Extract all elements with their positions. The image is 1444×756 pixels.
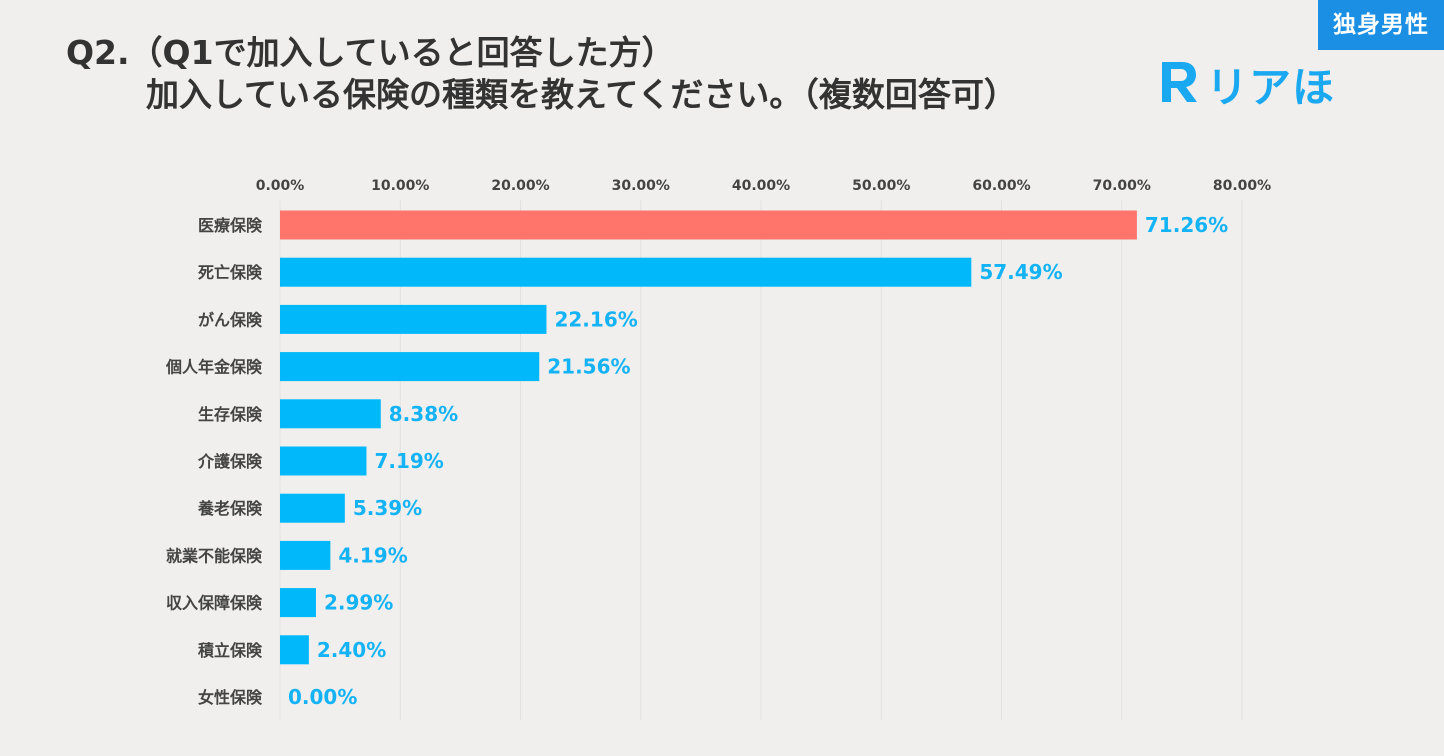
bar: [280, 257, 972, 287]
x-tick-label: 60.00%: [972, 178, 1030, 194]
data-label: 4.19%: [338, 543, 407, 567]
bar: [280, 352, 540, 382]
data-label: 0.00%: [288, 685, 357, 709]
logo-r-mark-icon: R: [1156, 56, 1197, 102]
data-label: 22.16%: [554, 307, 637, 331]
x-tick-label: 0.00%: [256, 178, 305, 194]
category-label: 死亡保険: [198, 263, 263, 282]
bar: [280, 399, 381, 429]
x-tick-label: 20.00%: [491, 178, 549, 194]
segment-badge: 独身男性: [1318, 0, 1444, 50]
data-label: 2.40%: [317, 638, 386, 662]
data-label: 5.39%: [353, 496, 422, 520]
logo-text: リアほ: [1206, 63, 1336, 112]
logo-letter: R: [1156, 56, 1157, 57]
data-label: 21.56%: [547, 355, 630, 379]
data-label: 71.26%: [1145, 213, 1228, 237]
title-line-1: Q2.（Q1で加入していると回答した方）: [66, 33, 675, 72]
bar: [280, 304, 547, 334]
category-label: 収入保障保険: [166, 594, 263, 613]
category-label: 養老保険: [197, 499, 263, 518]
bar: [280, 588, 316, 618]
category-label: 女性保険: [198, 688, 263, 707]
category-label: 介護保険: [197, 452, 263, 471]
x-tick-label: 10.00%: [371, 178, 429, 194]
data-label: 2.99%: [324, 591, 393, 615]
category-label: 医療保険: [198, 216, 263, 235]
title-line-2: 加入している保険の種類を教えてください。（複数回答可）: [146, 75, 1017, 114]
bar: [280, 210, 1137, 240]
data-label: 7.19%: [374, 449, 443, 473]
x-tick-label: 40.00%: [732, 178, 790, 194]
category-label: 就業不能保険: [166, 546, 263, 565]
data-label: 8.38%: [389, 402, 458, 426]
x-tick-label: 80.00%: [1213, 178, 1271, 194]
x-tick-label: 50.00%: [852, 178, 910, 194]
category-label: 生存保険: [198, 405, 263, 424]
data-label: 57.49%: [979, 260, 1062, 284]
category-label: 個人年金保険: [165, 358, 263, 377]
bar: [280, 446, 367, 476]
bar: [280, 540, 331, 570]
bar: [280, 635, 309, 665]
x-tick-label: 70.00%: [1093, 178, 1151, 194]
x-tick-label: 30.00%: [612, 178, 670, 194]
category-label: がん保険: [198, 310, 263, 329]
category-label: 積立保険: [197, 641, 263, 660]
bar: [280, 493, 345, 523]
chart-title: Q2.（Q1で加入していると回答した方） 加入している保険の種類を教えてください…: [66, 32, 1017, 116]
riaho-logo: R リアほ: [1156, 52, 1336, 112]
